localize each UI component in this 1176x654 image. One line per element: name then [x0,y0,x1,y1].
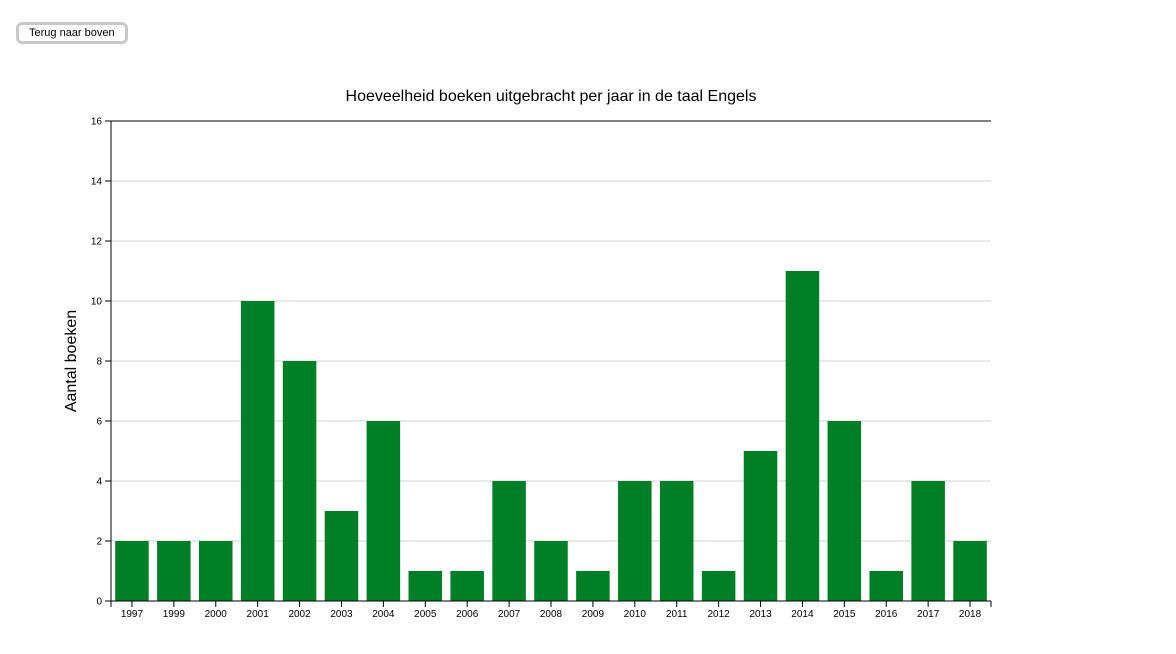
x-tick-label: 2015 [833,609,856,620]
bar [618,481,652,601]
x-tick-label: 2003 [330,609,353,620]
bar [324,511,359,601]
bar [408,571,443,601]
y-axis-label: Aantal boeken [63,310,80,412]
x-tick-label: 1999 [163,609,186,620]
y-tick-label: 10 [91,297,103,308]
bar [366,421,401,601]
y-tick-label: 4 [96,477,102,488]
y-tick-label: 8 [96,357,102,368]
bar [115,541,149,601]
bar [282,361,317,601]
x-tick-label: 2017 [917,609,940,620]
bar [953,541,987,601]
bars [115,271,987,601]
bar [199,541,233,601]
y-tick-label: 2 [96,537,102,548]
x-tick-label: 2011 [666,609,688,620]
y-axis-ticks: 0 2 4 6 8 10 12 14 16 [91,117,111,608]
bar [785,271,820,601]
bar [157,541,191,601]
x-tick-label: 2013 [749,609,772,620]
bar [534,541,568,601]
x-tick-label: 2009 [582,609,605,620]
y-tick-label: 16 [91,117,103,128]
bar [450,571,484,601]
x-axis-ticks: 1997 1999 2000 2001 2002 2003 2004 2005 2006 2007… [121,601,982,620]
bar [911,481,945,601]
back-to-top-button[interactable]: Terug naar boven [16,22,128,44]
bar [869,571,903,601]
x-tick-label: 2012 [707,609,730,620]
x-tick-label: 2010 [624,609,647,620]
chart-title: Hoeveelheid boeken uitgebracht per jaar … [346,88,757,105]
x-tick-label: 2004 [372,609,395,620]
bar [743,451,778,601]
x-tick-label: 2014 [791,609,814,620]
x-tick-label: 2002 [288,609,311,620]
x-tick-label: 2006 [456,609,479,620]
x-tick-label: 2016 [875,609,898,620]
bar [701,571,736,601]
bar [240,301,275,601]
x-tick-label: 2007 [498,609,521,620]
y-tick-label: 12 [91,237,103,248]
bar [827,421,862,601]
y-tick-label: 0 [96,597,102,608]
y-tick-label: 6 [96,417,102,428]
x-tick-label: 2008 [540,609,563,620]
bar [492,481,526,601]
y-tick-label: 14 [91,177,103,188]
bar [576,571,610,601]
x-tick-label: 2000 [205,609,228,620]
x-tick-label: 2018 [959,609,982,620]
x-tick-label: 2005 [414,609,437,620]
x-tick-label: 1997 [121,609,144,620]
x-tick-label: 2001 [247,609,270,620]
bar [659,481,694,601]
